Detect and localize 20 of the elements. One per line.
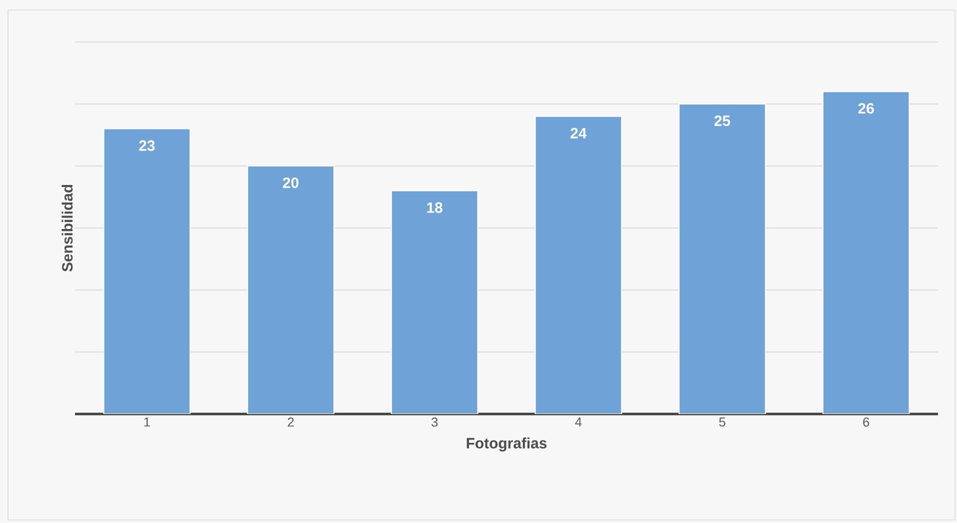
x-tick-label: 5	[719, 418, 726, 427]
data-label: 24	[570, 128, 587, 138]
x-axis-title: Fotografias	[466, 438, 547, 452]
bar	[247, 165, 334, 414]
bar	[534, 116, 622, 414]
x-tick-label: 1	[144, 418, 150, 426]
bar	[103, 128, 191, 414]
data-label: 26	[858, 103, 874, 114]
bar	[390, 190, 478, 414]
y-axis-title: Sensibilidad	[62, 184, 73, 272]
bar	[822, 91, 910, 414]
data-label: 18	[427, 202, 442, 213]
data-label: 23	[139, 140, 155, 151]
x-tick-label: 6	[863, 418, 870, 427]
x-tick-label: 4	[575, 418, 582, 426]
x-tick-label: 3	[431, 418, 438, 427]
data-label: 25	[714, 116, 730, 126]
x-tick-label: 2	[288, 418, 294, 427]
data-label: 20	[282, 178, 298, 188]
bar	[678, 103, 766, 414]
